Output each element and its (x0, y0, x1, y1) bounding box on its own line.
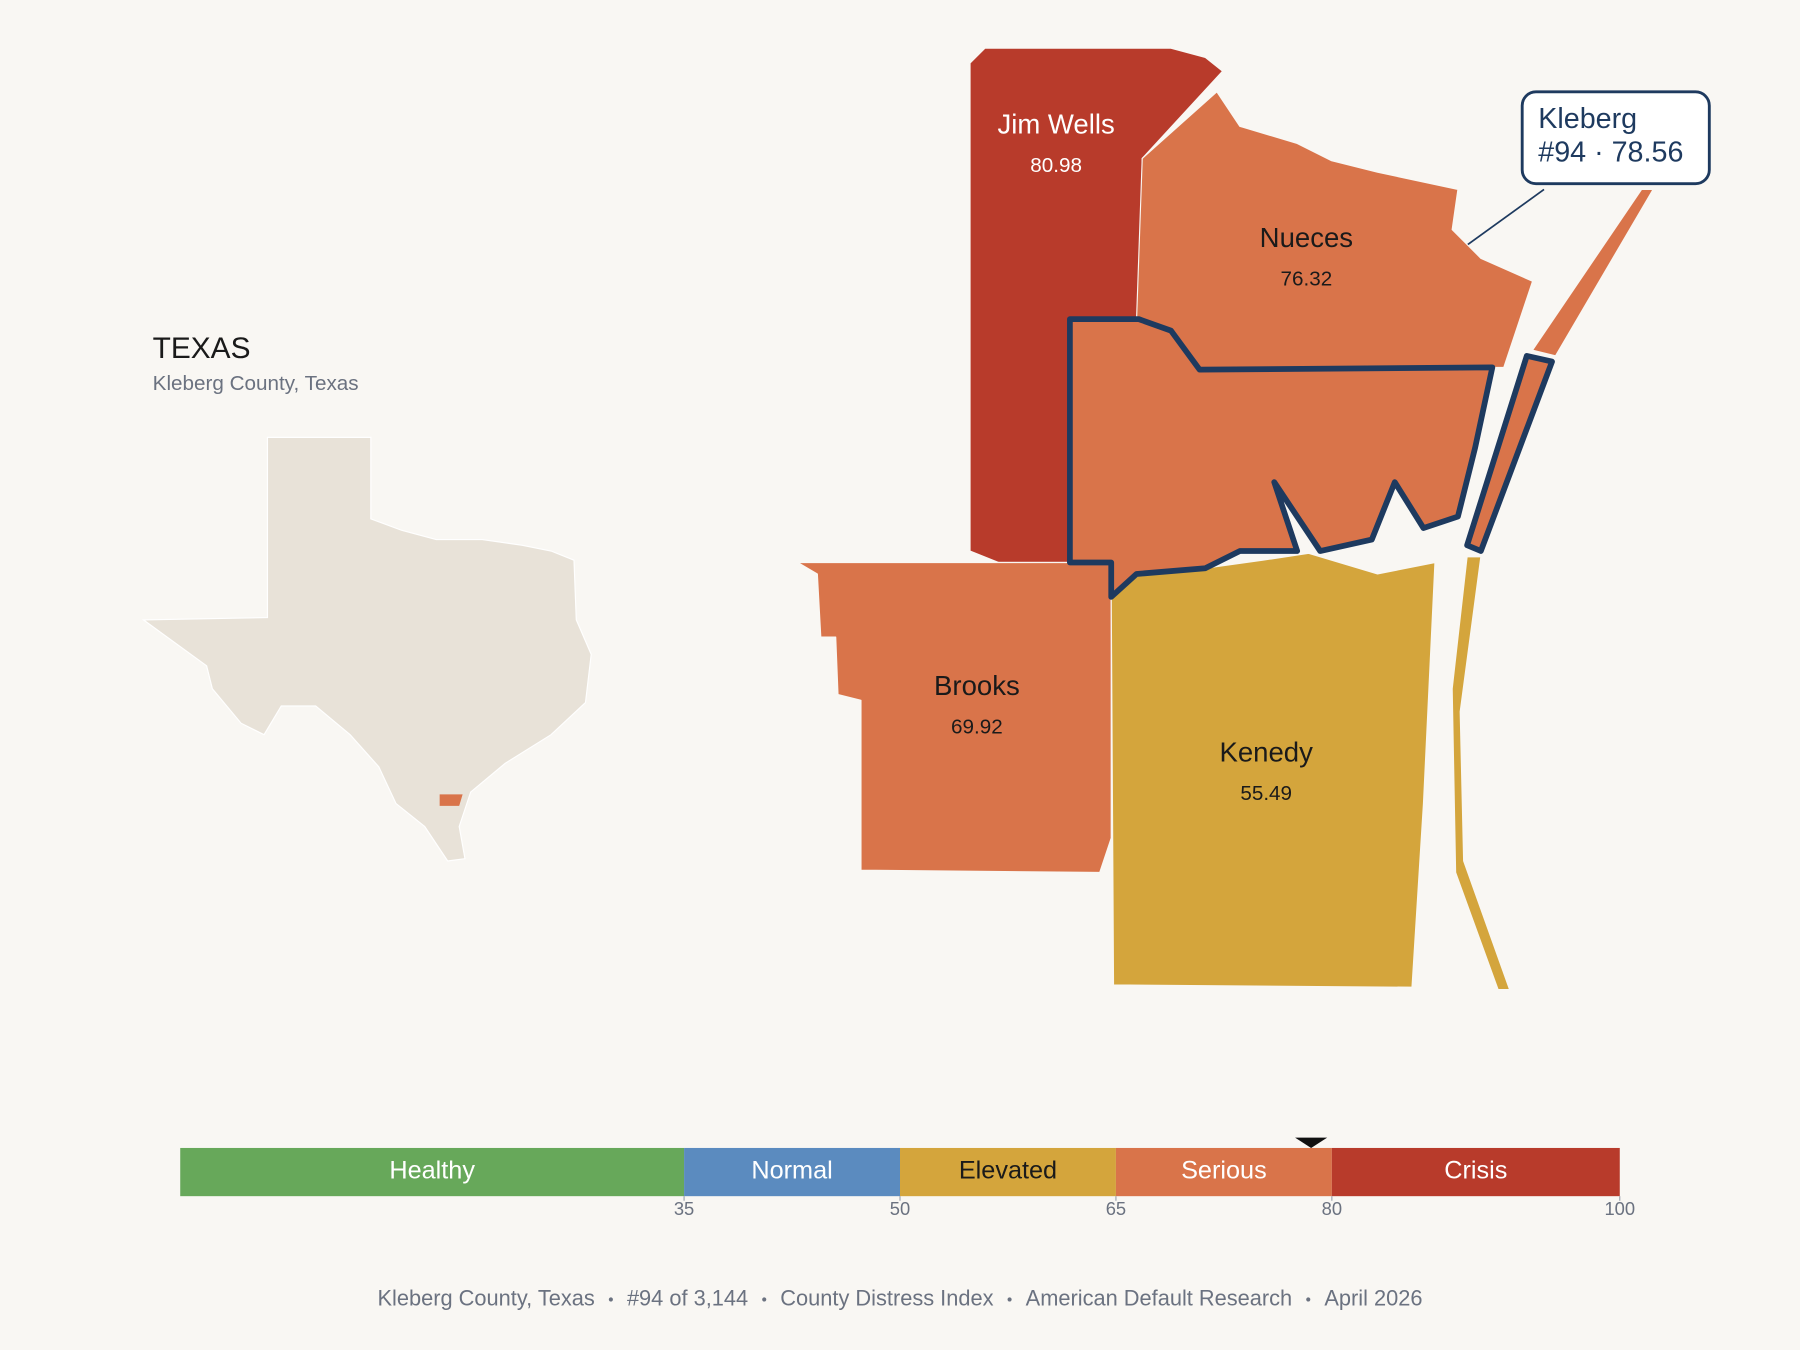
county (797, 561, 1112, 874)
scale-band (1115, 1147, 1332, 1197)
band-label: Crisis (1444, 1157, 1507, 1185)
footer-item: #94 of 3,144 (627, 1285, 748, 1310)
inset-subtitle: Kleberg County, Texas (153, 372, 359, 395)
county-name: Jim Wells (997, 109, 1114, 140)
tick-label: 100 (1604, 1198, 1635, 1219)
county-value: 69.92 (951, 715, 1003, 738)
footer-separator (1007, 1297, 1012, 1302)
callout-box (1520, 90, 1711, 186)
footer-item: Kleberg County, Texas (378, 1285, 595, 1310)
tick-label: 80 (1322, 1198, 1342, 1219)
scale-band (900, 1147, 1116, 1197)
county-layer: Jim Wells 80.98 Nueces 76.32 Brooks 69.92 Kene… (797, 47, 1654, 991)
callout-name: Kleberg (1538, 103, 1637, 135)
footer: Kleberg County, Texas #94 of 3,144 County … (378, 1285, 1423, 1310)
scale-marker (1295, 1137, 1328, 1148)
scale-band (684, 1147, 900, 1197)
footer-separator (1306, 1297, 1311, 1302)
county-value: 80.98 (1030, 154, 1082, 177)
callout-detail: #94 · 78.56 (1538, 136, 1683, 168)
footer-separator (608, 1297, 613, 1302)
scale-band (1331, 1147, 1620, 1197)
footer-separator (762, 1297, 767, 1302)
county-value: 55.49 (1240, 782, 1292, 805)
band-label: Healthy (389, 1157, 475, 1185)
band-label: Serious (1181, 1157, 1267, 1185)
county-value: 76.32 (1281, 268, 1333, 291)
footer-item: American Default Research (1026, 1285, 1293, 1310)
band-label: Normal (751, 1157, 832, 1185)
county-name: Kenedy (1219, 736, 1313, 767)
county (1067, 316, 1555, 600)
county-name: Nueces (1260, 222, 1353, 253)
inset-title: TEXAS (153, 332, 251, 365)
county (969, 47, 1224, 564)
county-name: Brooks (934, 670, 1020, 701)
footer-item: April 2026 (1324, 1285, 1422, 1310)
tick-label: 35 (674, 1198, 694, 1219)
scale: Healthy Normal Elevated Serious Crisis 35 50 65… (180, 1137, 1635, 1219)
texas-outline (141, 436, 592, 862)
band-label: Elevated (959, 1157, 1057, 1185)
footer-item: County Distress Index (780, 1285, 993, 1310)
tick-label: 50 (890, 1198, 910, 1219)
inset-highlight (439, 794, 463, 806)
scale-band (180, 1147, 685, 1197)
tick-label: 65 (1106, 1198, 1126, 1219)
county (1110, 552, 1511, 991)
